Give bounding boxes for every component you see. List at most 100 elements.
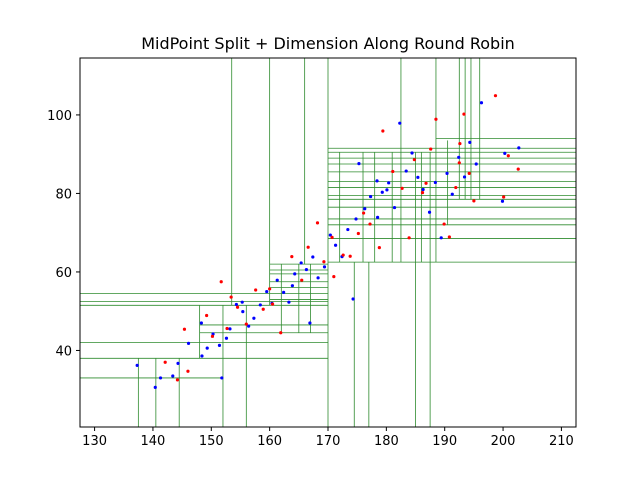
red-data-point bbox=[493, 94, 498, 98]
blue-data-point bbox=[462, 175, 467, 179]
blue-data-point bbox=[333, 243, 338, 247]
red-data-point bbox=[457, 161, 461, 165]
red-data-point bbox=[391, 169, 395, 174]
red-data-point bbox=[290, 255, 294, 259]
red-data-point bbox=[368, 222, 372, 226]
red-data-point bbox=[412, 158, 416, 162]
red-data-point bbox=[361, 211, 366, 215]
blue-data-point bbox=[220, 376, 224, 380]
axes: 130 140 150 160 170 180 190 200 210 40 60 80 100 bbox=[47, 57, 577, 449]
red-data-point bbox=[502, 195, 506, 199]
red-data-point bbox=[244, 322, 248, 326]
red-data-point bbox=[270, 302, 275, 306]
red-data-point bbox=[300, 278, 304, 282]
red-data-point bbox=[210, 334, 215, 338]
red-data-point bbox=[322, 260, 326, 264]
blue-data-point bbox=[308, 321, 312, 325]
blue-data-point bbox=[158, 376, 163, 380]
blue-data-point bbox=[404, 169, 408, 173]
red-data-point bbox=[454, 185, 458, 190]
blue-data-point bbox=[275, 278, 279, 282]
red-data-point bbox=[235, 305, 240, 309]
blue-data-point bbox=[450, 192, 454, 196]
red-data-point bbox=[506, 154, 510, 158]
red-data-point bbox=[341, 253, 345, 257]
blue-data-point bbox=[304, 267, 309, 272]
y-tick-label: 80 bbox=[55, 187, 72, 202]
blue-data-point bbox=[387, 181, 391, 185]
blue-data-point bbox=[363, 207, 367, 211]
blue-data-point bbox=[500, 199, 505, 203]
blue-data-point bbox=[346, 227, 350, 232]
blue-data-point bbox=[410, 151, 414, 155]
blue-data-point bbox=[252, 316, 256, 320]
x-tick-label: 180 bbox=[374, 434, 399, 449]
blue-data-point bbox=[199, 321, 203, 325]
blue-data-point bbox=[241, 309, 245, 314]
red-data-point bbox=[261, 307, 265, 311]
x-tick-label: 170 bbox=[316, 434, 341, 449]
blue-data-point bbox=[439, 236, 443, 240]
blue-data-point bbox=[357, 161, 361, 166]
blue-data-point bbox=[282, 290, 286, 294]
x-tick-label: 210 bbox=[549, 434, 574, 449]
red-data-point bbox=[356, 231, 360, 236]
red-data-point bbox=[424, 181, 428, 185]
red-data-point bbox=[429, 147, 433, 151]
red-data-point bbox=[467, 171, 471, 176]
red-data-point bbox=[472, 199, 476, 203]
blue-data-point bbox=[200, 354, 204, 358]
red-data-point bbox=[516, 167, 520, 171]
red-data-point bbox=[400, 186, 404, 190]
blue-data-point bbox=[176, 361, 180, 366]
blue-data-point bbox=[351, 297, 355, 301]
blue-data-point bbox=[445, 171, 449, 176]
red-data-point bbox=[279, 331, 283, 335]
red-data-point bbox=[268, 287, 272, 291]
blue-data-point bbox=[468, 140, 472, 144]
red-data-point bbox=[186, 369, 190, 373]
blue-data-point bbox=[322, 265, 327, 269]
red-data-point bbox=[205, 313, 209, 318]
red-data-point bbox=[420, 191, 425, 195]
red-data-point bbox=[348, 254, 352, 258]
red-data-point bbox=[330, 235, 334, 239]
blue-data-point bbox=[427, 210, 432, 214]
split-lines bbox=[80, 58, 576, 427]
blue-data-point bbox=[153, 385, 157, 389]
red-data-point bbox=[306, 245, 310, 249]
x-tick-label: 150 bbox=[199, 434, 224, 449]
blue-data-point bbox=[474, 162, 478, 166]
blue-data-point bbox=[479, 101, 484, 105]
blue-data-point bbox=[265, 289, 269, 294]
blue-data-point bbox=[299, 261, 303, 265]
blue-data-point bbox=[135, 363, 139, 367]
red-data-point bbox=[229, 295, 233, 299]
blue-data-point bbox=[258, 303, 262, 307]
blue-data-point bbox=[316, 276, 320, 280]
chart-title: MidPoint Split + Dimension Along Round R… bbox=[141, 34, 515, 53]
blue-data-point bbox=[224, 336, 229, 340]
blue-data-point bbox=[421, 187, 425, 192]
blue-data-point bbox=[293, 272, 297, 276]
x-tick-label: 200 bbox=[491, 434, 516, 449]
x-tick-label: 190 bbox=[432, 434, 457, 449]
red-data-point bbox=[225, 326, 229, 331]
blue-data-point bbox=[375, 179, 379, 183]
blue-data-point bbox=[416, 175, 420, 179]
blue-data-point bbox=[433, 180, 437, 185]
blue-data-point bbox=[234, 302, 238, 307]
y-tick-label: 100 bbox=[47, 109, 72, 124]
x-tick-label: 130 bbox=[82, 434, 107, 449]
blue-data-point bbox=[247, 324, 251, 328]
blue-data-point bbox=[171, 374, 175, 378]
blue-data-point bbox=[186, 341, 191, 345]
red-data-point bbox=[219, 280, 223, 284]
red-data-point bbox=[175, 378, 180, 382]
red-data-point bbox=[458, 141, 462, 146]
red-data-point bbox=[442, 222, 446, 226]
blue-data-point bbox=[240, 300, 244, 304]
blue-data-point bbox=[376, 215, 380, 219]
blue-data-point bbox=[311, 255, 315, 259]
